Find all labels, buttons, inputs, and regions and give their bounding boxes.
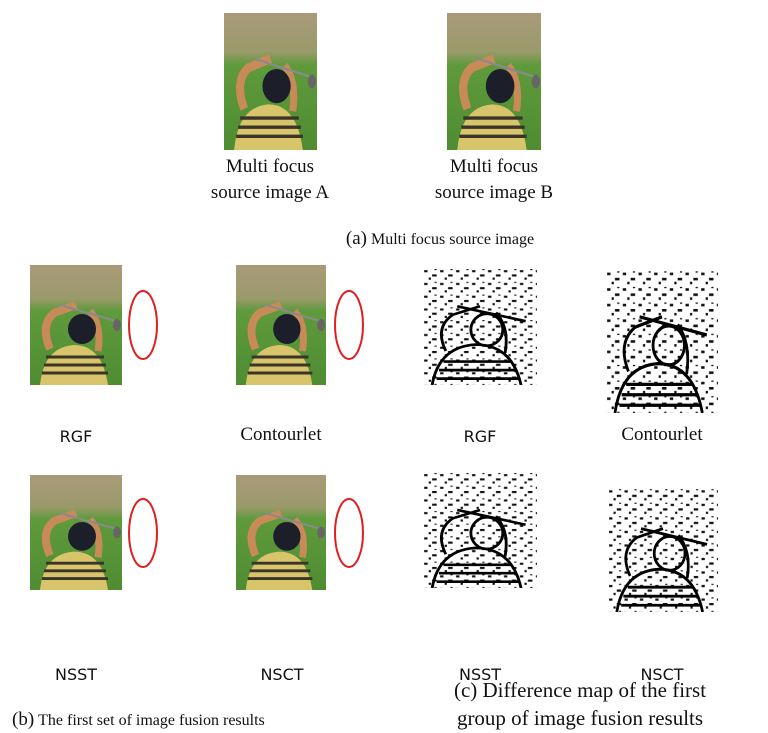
figure-caption: group of image fusion results xyxy=(457,706,703,730)
method-label: RGF xyxy=(464,427,497,446)
figure-caption: (c) Difference map of the first xyxy=(454,678,706,702)
method-label: RGF xyxy=(60,427,93,446)
figure-caption: (b) The first set of image fusion result… xyxy=(12,709,265,730)
method-label: NSST xyxy=(55,665,97,684)
caption-text: The first set of image fusion results xyxy=(38,712,265,729)
caption: source image B xyxy=(435,182,553,203)
method-label: NSCT xyxy=(260,665,303,684)
caption: Multi focus xyxy=(226,156,314,177)
caption-tag: (b) xyxy=(12,709,34,730)
source-image-a xyxy=(224,13,317,150)
method-label: Contourlet xyxy=(621,424,703,445)
figure-caption: (a) Multi focus source image xyxy=(346,228,534,249)
source-image-b xyxy=(447,13,541,150)
method-label: Contourlet xyxy=(240,424,322,445)
caption-tag: (a) xyxy=(346,228,367,249)
figure: Multi focus source image A Multi focus s… xyxy=(0,0,768,733)
caption-text: Multi focus source image xyxy=(371,231,534,248)
caption: Multi focus xyxy=(450,156,538,177)
caption: source image A xyxy=(211,182,329,203)
